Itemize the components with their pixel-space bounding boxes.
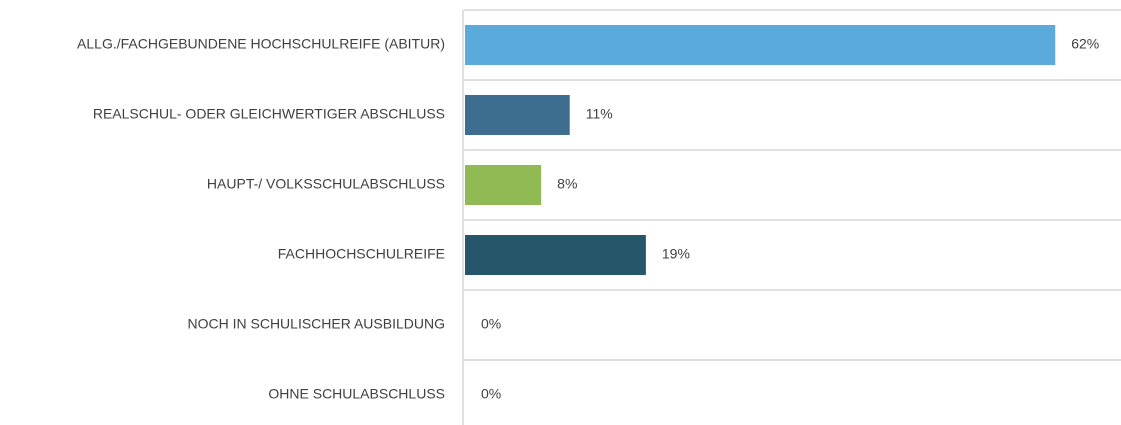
bar (465, 235, 646, 275)
value-label: 19% (662, 246, 690, 262)
category-label: NOCH IN SCHULISCHER AUSBILDUNG (188, 316, 446, 332)
bar (465, 95, 570, 135)
category-label: REALSCHUL- ODER GLEICHWERTIGER ABSCHLUSS (93, 106, 445, 122)
category-label: FACHHOCHSCHULREIFE (278, 246, 445, 262)
bar (465, 25, 1056, 65)
category-label: OHNE SCHULABSCHLUSS (268, 386, 445, 402)
value-label: 0% (481, 316, 501, 332)
value-label: 0% (481, 386, 501, 402)
value-label: 11% (586, 106, 613, 122)
value-label: 8% (557, 176, 577, 192)
value-label: 62% (1071, 36, 1099, 52)
bar (465, 165, 542, 205)
category-label: ALLG./FACHGEBUNDENE HOCHSCHULREIFE (ABIT… (77, 36, 445, 52)
category-label: HAUPT-/ VOLKSSCHULABSCHLUSS (207, 176, 445, 192)
